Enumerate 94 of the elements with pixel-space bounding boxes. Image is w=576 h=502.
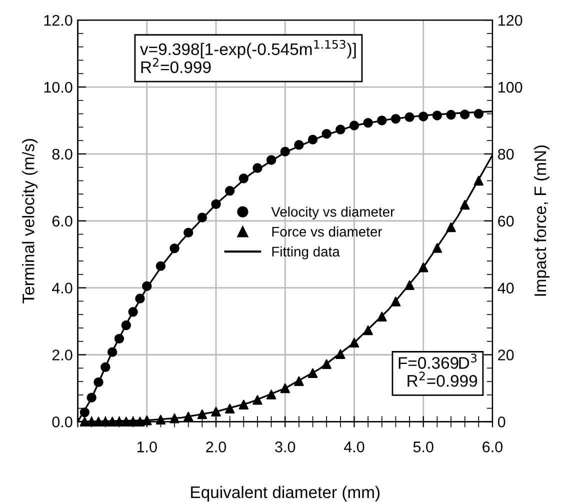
point [280,146,290,156]
point [128,307,138,317]
point [211,406,221,416]
point [94,377,104,388]
y-tick-label: 6.0 [52,216,72,227]
x-tick-label: 1.0 [137,442,157,452]
point [183,412,194,422]
point [224,404,235,414]
text: v=9.398[1-exp(-0.545m$^{1.153}$)] R$^{2}$=0.999 [140,40,356,74]
y-tick-label: 0.0 [52,416,72,428]
point [349,120,360,130]
point [238,174,249,184]
point [349,338,360,348]
point [266,390,276,400]
point [432,110,442,120]
y2-tick-label: 20 [498,350,514,360]
point [377,312,387,322]
point [121,416,132,427]
point [107,347,118,357]
point [460,110,470,120]
point [363,325,373,336]
point [114,416,124,427]
y-axis-title: Terminal velocity (m/s) [22,139,38,304]
point [170,413,180,424]
point [252,163,262,173]
y2-tick-label: 60 [498,216,514,227]
point [238,400,249,410]
point [308,134,318,144]
x-axis-title: Equivalent diameter (mm) [191,486,380,502]
text: F=0.369D$^{3}$ R$^{2}$=0.999 [398,354,478,387]
point [418,262,428,272]
point [336,349,346,359]
x-tick-label: 6.0 [482,442,502,452]
point [336,124,346,134]
point [322,359,332,369]
point [322,129,332,139]
legend-label: Fitting data [272,246,340,260]
x-tick-label: 5.0 [413,442,434,452]
point [266,155,276,165]
point [128,416,138,427]
y-tick-label: 8.0 [52,148,72,160]
legend-label: Velocity vs diameter [271,206,394,220]
point [252,395,262,405]
point [142,415,152,426]
point [460,200,470,210]
point [121,320,132,330]
point [94,416,104,427]
y2-tick-label: 120 [498,14,522,26]
y-tick-label: 12.0 [44,14,72,26]
point [211,199,221,210]
point [224,186,235,196]
point [280,383,290,394]
point [156,414,166,425]
point [418,112,428,122]
point [294,140,304,150]
point [100,362,110,372]
point [446,110,456,120]
y-tick-label: 4.0 [52,282,72,294]
point [377,116,387,126]
legend-label: Force vs diameter [272,226,382,237]
y2-tick-label: 0 [498,416,506,428]
point [107,416,118,427]
point [308,368,318,378]
y-tick-label: 2.0 [52,350,72,360]
y2-tick-label: 100 [498,82,522,93]
point [197,212,208,222]
point [135,416,145,427]
point [114,334,124,344]
point [432,243,442,253]
y-tick-label: 10.0 [44,82,72,93]
point [404,280,414,290]
point [474,176,484,186]
point [446,222,456,232]
x-tick-label: 3.0 [275,442,296,452]
point [474,108,484,119]
x-tick-label: 2.0 [206,442,226,452]
y2-tick-label: 80 [498,148,514,160]
point [156,261,166,271]
point [363,118,373,128]
y2-tick-label: 40 [498,282,514,294]
point [390,114,401,124]
point [197,409,208,420]
point [183,228,194,238]
point [390,296,401,306]
point [80,407,90,418]
point [404,112,414,122]
y2-axis-title: Impact force, F (mN) [534,146,550,296]
point [170,243,180,254]
point [294,376,304,386]
point [86,416,96,427]
point [142,281,152,291]
x-tick-label: 4.0 [344,442,364,452]
point [86,392,96,402]
point [135,294,145,304]
